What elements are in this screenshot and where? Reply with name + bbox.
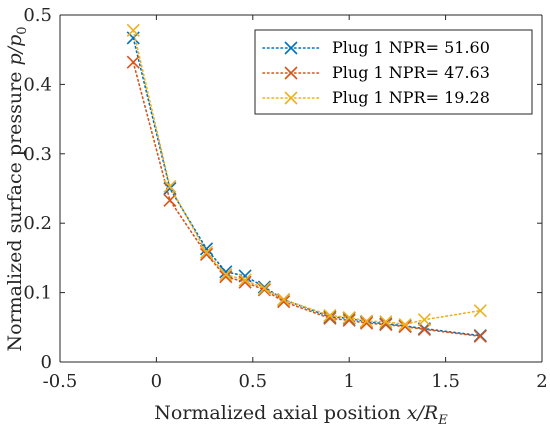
x-axis-title: Normalized axial position x/RE (154, 402, 448, 428)
data-point (257, 283, 271, 297)
data-point (219, 267, 233, 282)
legend: Plug 1 NPR= 51.60 Plug 1 NPR= 47.63 Plug 1… (254, 29, 533, 115)
y-tick-label: 0.3 (23, 144, 52, 165)
x-tick-label: 1.5 (431, 371, 460, 392)
data-point (238, 269, 252, 283)
data-point (199, 247, 214, 261)
data-point (323, 310, 337, 324)
legend-entry-1: Plug 1 NPR= 51.60 (262, 38, 490, 57)
data-point (199, 245, 214, 259)
data-point (238, 275, 252, 289)
data-point (417, 313, 431, 327)
data-point (238, 273, 252, 287)
data-point (163, 193, 177, 207)
data-point (219, 270, 233, 284)
y-tick-label: 0 (41, 352, 52, 373)
series-3 (126, 23, 487, 332)
data-point (417, 322, 431, 336)
y-tick-label: 0.1 (23, 283, 52, 304)
data-point (257, 281, 271, 296)
x-tick-label: 0 (151, 371, 162, 392)
legend-marker (284, 66, 298, 80)
legend-label: Plug 1 NPR= 47.63 (332, 63, 490, 82)
legend-entry-2: Plug 1 NPR= 47.63 (262, 63, 490, 82)
ticks: -0.5 0 0.5 1 1.5 200.10.20.30.40.5 (23, 5, 547, 392)
data-point (126, 55, 140, 69)
data-point (473, 304, 487, 318)
data-point (277, 292, 291, 307)
y-axis-title: Normalized surface pressure p/p0 (4, 26, 30, 351)
data-point (379, 317, 393, 332)
data-point (379, 315, 393, 329)
legend-marker (284, 91, 298, 105)
series-layer (126, 23, 487, 343)
data-point (359, 314, 374, 328)
data-point (359, 316, 374, 330)
legend-label: Plug 1 NPR= 51.60 (332, 38, 490, 57)
data-point (398, 320, 412, 334)
data-point (163, 179, 177, 193)
y-tick-label: 0.4 (23, 74, 52, 95)
x-tick-label: 1 (343, 371, 354, 392)
x-tick-label: -0.5 (43, 371, 78, 392)
series-2 (126, 55, 487, 343)
data-point (199, 242, 214, 256)
data-point (323, 308, 337, 323)
legend-entry-3: Plug 1 NPR= 19.28 (262, 88, 490, 107)
data-point (473, 329, 487, 343)
x-tick-label: 2 (536, 371, 547, 392)
data-point (398, 317, 412, 332)
legend-box (254, 29, 533, 115)
data-point (342, 311, 356, 325)
legend-marker (284, 41, 298, 55)
legend-label: Plug 1 NPR= 19.28 (332, 88, 490, 107)
y-tick-label: 0.2 (23, 213, 52, 234)
axes (59, 14, 543, 363)
data-point (126, 23, 140, 37)
x-tick-label: 0.5 (238, 371, 267, 392)
y-tick-label: 0.5 (23, 5, 52, 26)
